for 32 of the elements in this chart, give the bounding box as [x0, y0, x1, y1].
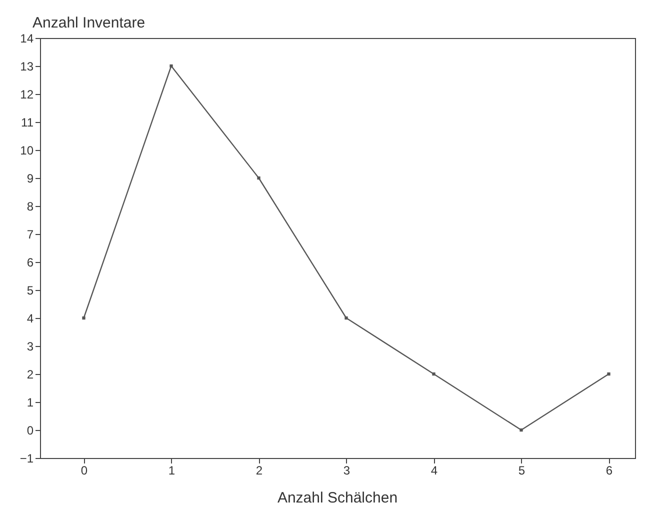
x-tick-label: 1	[168, 464, 176, 478]
y-tick-label: −1	[20, 452, 34, 466]
y-tick-label: 3	[26, 340, 34, 354]
y-tick-label: 14	[20, 32, 34, 46]
y-tick-label: 11	[21, 116, 34, 130]
x-tick-label: 6	[606, 464, 613, 478]
y-tick-label: 9	[26, 172, 34, 186]
x-tick-label: 0	[80, 464, 88, 478]
y-tick-label: 13	[20, 60, 34, 74]
point	[257, 176, 260, 180]
point	[607, 372, 610, 376]
y-tick-label: 8	[26, 200, 34, 214]
x-axis-title: Anzahl Schälchen	[277, 490, 398, 506]
y-tick-label: 10	[20, 144, 34, 158]
x-tick-label: 3	[343, 464, 350, 478]
x-tick-label: 5	[518, 464, 526, 478]
x-tick-label: 4	[430, 464, 438, 478]
y-tick-label: 1	[26, 396, 34, 410]
point	[432, 372, 436, 376]
point	[170, 64, 173, 68]
y-tick-label: 12	[20, 88, 34, 102]
point	[344, 316, 348, 320]
y-tick-label: 5	[26, 284, 34, 298]
y-tick-label: 7	[26, 228, 34, 242]
y-tick-label: 2	[26, 368, 34, 382]
y-tick-label: 6	[26, 256, 34, 270]
y-tick-label: 4	[26, 312, 34, 326]
point	[520, 428, 523, 432]
x-tick-label: 2	[256, 464, 263, 478]
y-axis-title: Anzahl Inventare	[32, 14, 146, 32]
y-tick-label: 0	[26, 424, 34, 438]
point	[82, 316, 86, 320]
